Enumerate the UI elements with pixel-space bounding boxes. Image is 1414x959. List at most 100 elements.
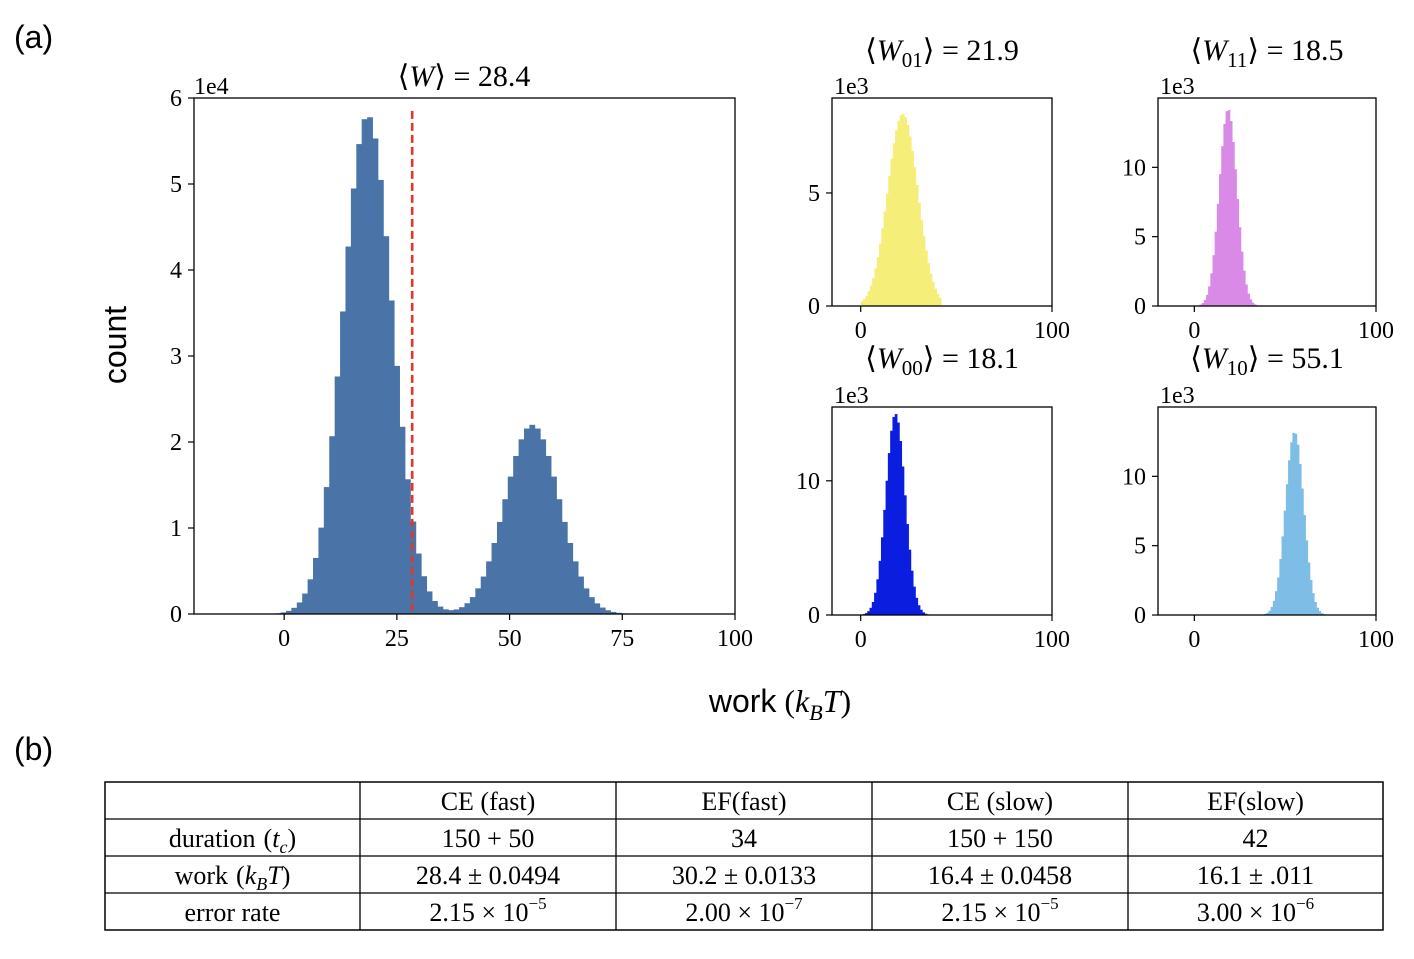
hist-bar [888,176,891,306]
x-tick-label: 50 [498,626,522,652]
hist-bar [881,537,884,615]
hist-bar [578,577,584,614]
subplot-title: ⟨W11⟩ = 18.5 [1190,34,1343,72]
y-tick-label: 5 [170,172,182,198]
x-tick-label: 0 [855,318,867,344]
hist-bar [911,151,914,306]
hist-bar [892,417,895,615]
hist-bar [884,212,887,306]
x-tick-label: 100 [1034,627,1070,653]
hist-bar [437,607,443,614]
table-cell: 2.15 × 10−5 [941,894,1058,927]
hist-bar [340,311,346,614]
hist-bar [335,376,341,614]
hist-bar [308,579,314,614]
bars-main [270,117,633,614]
hist-bar [302,594,308,614]
hist-bar [535,429,541,614]
y-tick-label: 0 [1134,294,1146,320]
y-tick-label: 5 [1134,225,1146,251]
hist-bar [927,263,930,306]
hist-bar [872,278,875,306]
table-header-cell: EF(slow) [1207,787,1304,816]
hist-bar [502,499,508,614]
y-tick-label: 6 [170,86,182,112]
x-tick-label: 0 [278,626,290,652]
y-tick-label: 2 [170,430,182,456]
hist-bar [589,597,595,614]
hist-bar [600,608,606,614]
hist-bar [351,188,357,614]
hist-bar [904,117,907,306]
hist-bar [362,119,368,614]
hist-bar [470,597,476,614]
hist-bar [874,268,877,306]
x-tick-label: 100 [1034,318,1070,344]
hist-bar [329,436,335,614]
hist-bar [876,579,879,615]
subplot-title: ⟨W01⟩ = 21.9 [865,34,1019,72]
hist-bar [904,495,907,615]
y-tick-label: 0 [808,294,820,320]
hist-bar [524,429,530,614]
scale-label: 1e3 [1160,383,1195,409]
hist-bar [475,588,481,614]
hist-bar [297,602,303,614]
hist-bar [546,456,552,614]
hist-bar [883,510,886,615]
main-ylabel: count [97,306,133,384]
x-tick-label: 100 [1358,627,1394,653]
hist-bar [936,294,939,306]
x-tick-label: 0 [1188,318,1200,344]
hist-bar [481,577,487,614]
table-header-cell: CE (fast) [441,787,536,816]
table-cell: 2.00 × 10−7 [685,894,803,927]
subplot-title: ⟨W10⟩ = 55.1 [1190,342,1344,380]
hist-bar [416,554,422,614]
hist-bar [459,607,465,614]
hist-bar [427,591,433,614]
table-cell: 150 + 150 [947,824,1053,853]
hist-bar [909,550,912,615]
hist-bar [508,477,514,614]
y-tick-label: 5 [1134,534,1146,560]
y-tick-label: 5 [808,181,820,207]
hist-bar [432,601,438,614]
axes-frame [832,98,1052,306]
bars-w11 [1195,110,1263,306]
y-tick-label: 1 [170,516,182,542]
hist-bar [519,439,525,614]
y-tick-label: 10 [1122,155,1146,181]
hist-bar [567,543,573,614]
hist-bar [584,588,590,614]
xlabel-B: B [809,700,822,725]
hist-bar [897,423,900,615]
hist-bar [913,587,916,615]
hist-bar [900,115,903,306]
table-cell: 16.1 ± .011 [1197,861,1314,890]
hist-bar [492,543,498,614]
hist-bar [373,138,379,614]
y-tick-label: 4 [170,258,182,284]
bars-w01 [861,114,942,306]
hist-bar [421,576,427,614]
hist-bar [324,487,330,614]
hist-bar [594,603,600,614]
shared-xlabel: work(kBT) [708,683,851,725]
hist-bar [932,282,935,306]
hist-bar [562,522,568,614]
hist-bar [378,180,384,614]
y-tick-label: 0 [170,602,182,628]
hist-bar [918,605,921,615]
hist-bar [863,299,866,306]
hist-bar [573,561,579,614]
table-header-cell: EF(fast) [701,787,786,816]
hist-bar [872,602,875,615]
table-cell: 28.4 ± 0.0494 [416,861,560,890]
hist-bar [893,143,896,306]
hist-bar [916,185,919,306]
